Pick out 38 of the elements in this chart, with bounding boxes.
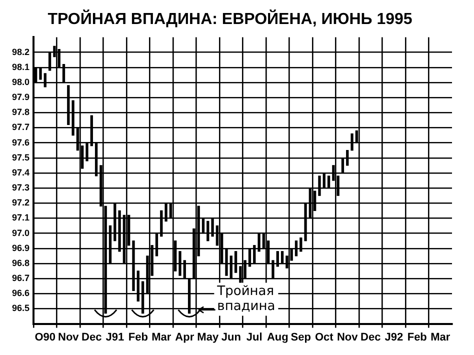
y-tick-label: 97.4 [12, 167, 30, 178]
x-tick-label: May [197, 331, 220, 344]
y-tick-label: 98.0 [12, 76, 30, 87]
x-tick-label: Mar [152, 331, 172, 344]
x-tick-label: J91 [106, 331, 124, 344]
chart-title: ТРОЙНАЯ ВПАДИНА: ЕВРОЙЕНА, ИЮНЬ 1995 [48, 9, 412, 28]
y-tick-label: 96.8 [12, 258, 30, 268]
y-tick-label: 97.8 [12, 107, 30, 118]
y-tick-label: 98.1 [12, 62, 30, 72]
x-tick-label: Aug [266, 331, 288, 344]
annotation: Тройная впадина [216, 284, 276, 314]
x-tick-label: Feb [128, 331, 148, 344]
y-tick-label: 96.9 [12, 242, 30, 253]
x-tick-label: Nov [336, 331, 359, 344]
x-tick-label: Nov [58, 331, 80, 344]
y-tick-label: 97.0 [12, 228, 30, 238]
y-tick-label: 97.7 [12, 122, 30, 132]
y-tick-label: 97.3 [12, 182, 30, 193]
x-tick-label: Dec [360, 331, 381, 344]
y-tick-label: 97.6 [12, 137, 30, 148]
x-tick-label: Oct [314, 331, 334, 344]
y-tick-label: 96.6 [12, 288, 30, 298]
y-tick-label: 96.7 [12, 273, 30, 284]
y-tick-label: 97.9 [12, 92, 30, 102]
x-tick-label: Feb [407, 331, 428, 344]
y-tick-label: 97.1 [12, 212, 30, 223]
y-tick-label: 97.2 [12, 198, 30, 208]
y-tick-label: 96.5 [12, 303, 30, 314]
x-tick-label: Apr [175, 331, 195, 344]
x-tick-label: Jul [246, 331, 262, 344]
x-tick-label: O90 [34, 331, 56, 344]
y-tick-label: 98.2 [12, 46, 30, 57]
x-tick-label: J92 [384, 331, 404, 344]
x-tick-label: Dec [82, 331, 102, 344]
x-tick-label: Mar [430, 331, 451, 344]
x-tick-label: Sep [290, 331, 312, 344]
y-tick-label: 97.5 [12, 152, 30, 162]
x-tick-label: Jun [221, 331, 242, 344]
